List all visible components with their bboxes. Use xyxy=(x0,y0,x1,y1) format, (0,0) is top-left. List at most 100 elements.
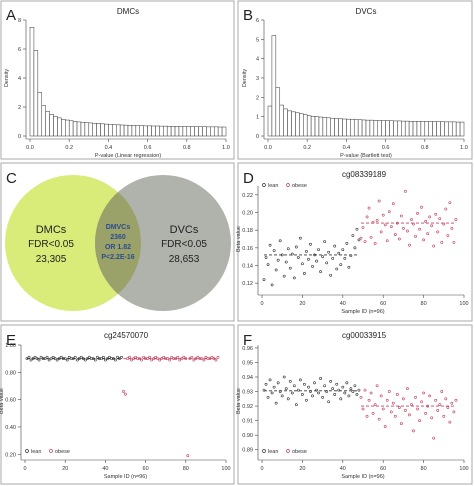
data-point-lean xyxy=(298,378,302,382)
data-point-lean xyxy=(266,395,270,399)
venn-overlap-title: DMVCs xyxy=(106,224,131,231)
venn-dmcs-fdr: FDR<0.05 xyxy=(28,239,74,250)
data-point-obese xyxy=(369,235,373,239)
scatter-f: cg00033915 0 20 40 60 80 100 0.89 0.90 0.91 0.92 0.… xyxy=(236,331,469,480)
panel-frame-e xyxy=(0,324,235,485)
data-point-lean xyxy=(31,357,35,361)
y-tick-label: 2 xyxy=(18,105,21,111)
data-point-lean xyxy=(63,357,67,361)
chart-title: cg08339189 xyxy=(342,170,387,179)
histogram-bar xyxy=(369,119,375,137)
data-point-lean xyxy=(106,357,109,361)
x-tick-label: 100 xyxy=(459,466,468,472)
histogram-bar xyxy=(353,119,359,137)
data-point-obese xyxy=(393,233,397,236)
y-tick-label: 0 xyxy=(18,134,21,140)
data-point-lean xyxy=(325,261,329,265)
data-point-obese xyxy=(448,420,452,424)
panel-frame-d xyxy=(237,162,473,322)
histogram-bar xyxy=(412,121,418,137)
data-point-lean xyxy=(272,249,276,252)
data-point-obese xyxy=(430,416,434,420)
data-point-lean xyxy=(95,355,99,359)
x-tick-label: 0.0 xyxy=(264,145,272,151)
legend-marker-lean xyxy=(262,183,266,187)
data-point-obese xyxy=(371,220,375,224)
data-point-lean xyxy=(349,254,353,258)
x-tick-label: 20 xyxy=(299,466,305,472)
histogram-bar xyxy=(127,125,133,137)
data-point-lean xyxy=(309,390,312,393)
data-point-lean xyxy=(53,357,57,361)
data-point-obese xyxy=(132,357,135,361)
data-point-obese xyxy=(160,357,164,361)
data-point-lean xyxy=(284,387,288,391)
data-point-lean xyxy=(43,357,47,361)
histogram-bar xyxy=(401,120,406,137)
x-tick-label: 0 xyxy=(23,466,26,472)
histogram-bar xyxy=(100,123,105,137)
histogram-bar xyxy=(267,105,273,137)
data-point-lean xyxy=(353,246,357,250)
data-point-obese xyxy=(192,358,196,362)
venn-dmcs-count: 23,305 xyxy=(36,254,67,265)
data-point-lean xyxy=(93,358,97,362)
data-point-obese xyxy=(182,355,186,359)
y-tick-label: 0.94 xyxy=(242,375,253,381)
histogram-bar xyxy=(202,126,207,137)
data-point-obese xyxy=(363,388,367,392)
data-point-obese xyxy=(361,407,365,411)
data-point-lean xyxy=(81,357,85,361)
data-point-lean xyxy=(341,385,345,389)
data-point-lean xyxy=(311,264,314,268)
histogram-bar xyxy=(444,121,449,137)
data-point-obese xyxy=(410,403,413,407)
data-point-lean xyxy=(290,391,294,395)
data-point-lean xyxy=(99,357,103,361)
histogram-bar xyxy=(389,120,394,137)
legend-marker-lean xyxy=(262,449,266,453)
histogram-bar xyxy=(314,116,320,137)
histogram-bar xyxy=(408,121,414,137)
histogram-bar xyxy=(135,125,141,137)
y-tick-label: 2 xyxy=(256,95,259,101)
data-point-lean xyxy=(315,388,318,392)
data-point-obese xyxy=(363,240,367,244)
data-point-lean xyxy=(339,397,343,401)
data-point-obese xyxy=(420,400,423,404)
data-point-lean xyxy=(292,276,296,280)
data-point-lean xyxy=(329,273,333,277)
histogram-bar xyxy=(326,117,331,137)
x-tick-label: 100 xyxy=(221,466,230,472)
data-point-obese xyxy=(440,390,444,393)
legend-marker-obese xyxy=(49,449,53,453)
data-point-obese xyxy=(208,357,212,361)
y-tick-label: 1 xyxy=(256,115,259,121)
data-point-lean xyxy=(108,355,111,359)
histogram-bar xyxy=(155,125,160,137)
histogram-bar xyxy=(210,126,215,137)
data-point-lean xyxy=(73,355,77,359)
histogram-bar xyxy=(451,121,457,137)
data-point-lean xyxy=(315,259,318,263)
data-point-lean xyxy=(327,400,331,404)
x-tick-label: 60 xyxy=(380,466,386,472)
data-point-lean xyxy=(345,381,349,385)
histogram-bar xyxy=(76,121,82,137)
data-point-obese xyxy=(150,358,154,362)
data-point-obese xyxy=(406,229,409,233)
histogram-bar xyxy=(381,120,386,137)
data-point-obese xyxy=(399,422,403,425)
data-point-obese xyxy=(154,355,158,359)
histogram-bar xyxy=(115,124,121,137)
histogram-bar xyxy=(303,114,308,137)
data-point-lean xyxy=(351,390,355,393)
data-point-obese xyxy=(202,358,206,362)
data-point-obese xyxy=(158,358,162,362)
data-point-obese xyxy=(454,398,458,402)
data-point-obese xyxy=(162,355,166,359)
data-point-obese xyxy=(190,355,194,359)
histogram-bar xyxy=(361,119,367,137)
